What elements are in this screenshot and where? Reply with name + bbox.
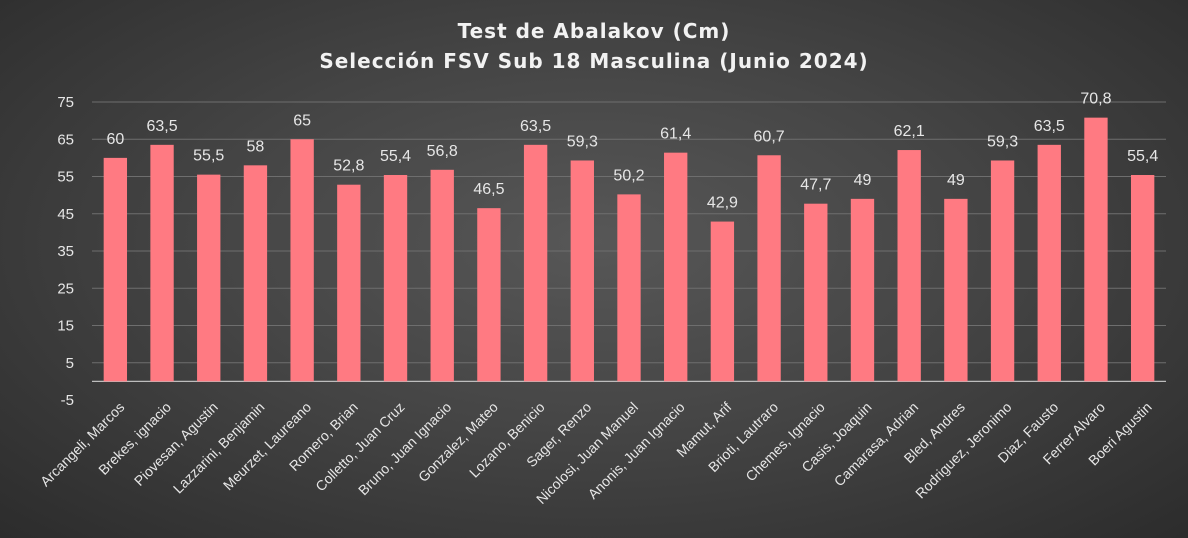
data-label: 70,8 [1080, 91, 1111, 108]
x-category-label: Colletto, Juan Cruz [312, 399, 408, 495]
bar [850, 198, 875, 382]
x-category-label: Chemes, Ignacio [742, 399, 828, 485]
data-label: 59,3 [567, 133, 598, 150]
y-tick-label: 65 [57, 131, 74, 148]
x-category-label: Meurzet, Laureano [220, 399, 315, 494]
data-label: 60 [106, 131, 124, 148]
y-tick-label: 45 [57, 206, 74, 223]
data-label: 50,2 [613, 167, 644, 184]
x-category-label: Camarasa, Adrian [831, 399, 922, 490]
data-labels: 60 63,5 55,5 58 65 52,8 55,4 56,8 46,5 63,5 59,3 50… [106, 91, 1158, 212]
data-label: 63,5 [1034, 118, 1065, 135]
y-axis-ticks: -5 5 15 25 35 45 55 65 75 [57, 94, 74, 409]
bar [523, 144, 548, 382]
x-category-label: Gonzalez, Mateo [415, 399, 501, 485]
x-category-label: Arcangeli, Marcos [37, 399, 128, 490]
bar [103, 157, 128, 382]
data-label: 59,3 [987, 133, 1018, 150]
bar [1037, 144, 1061, 382]
data-label: 61,4 [660, 126, 691, 143]
y-tick-label: 75 [57, 94, 74, 111]
chart-subtitle: Selección FSV Sub 18 Masculina (Junio 20… [319, 49, 868, 73]
bar [664, 152, 688, 382]
y-tick-label: 15 [57, 318, 74, 335]
data-label: 55,4 [380, 148, 411, 165]
bar [804, 203, 828, 382]
bar [197, 174, 221, 382]
y-tick-label: 55 [57, 169, 74, 186]
data-label: 49 [947, 172, 965, 189]
data-label: 55,5 [193, 148, 224, 165]
data-label: 52,8 [333, 158, 364, 175]
data-label: 46,5 [473, 181, 504, 198]
bar [150, 144, 174, 382]
data-label: 63,5 [520, 118, 551, 135]
bar [990, 160, 1015, 382]
bar [430, 169, 454, 382]
data-label: 60,7 [754, 128, 785, 145]
bar [944, 198, 968, 382]
bar [243, 165, 268, 382]
bar [757, 155, 781, 382]
bar [383, 175, 408, 382]
data-label: 63,5 [146, 118, 177, 135]
bar [1130, 175, 1155, 382]
bar [477, 208, 501, 382]
data-label: 49 [854, 172, 872, 189]
data-label: 47,7 [800, 177, 831, 194]
bar [570, 160, 594, 382]
bar [617, 194, 641, 382]
data-label: 42,9 [707, 195, 738, 212]
x-category-label: Piovesan, Agustin [131, 399, 221, 489]
bars [103, 117, 1155, 382]
y-tick-label: 25 [57, 280, 74, 297]
y-tick-label: -5 [61, 392, 74, 409]
data-label: 55,4 [1127, 148, 1158, 165]
data-label: 58 [247, 138, 265, 155]
bar [1084, 117, 1108, 382]
bar [337, 184, 361, 382]
chart-title: Test de Abalakov (Cm) [458, 19, 731, 43]
bar [710, 221, 735, 382]
bar [897, 150, 921, 382]
data-label: 56,8 [427, 143, 458, 160]
y-tick-label: 35 [57, 243, 74, 260]
data-label: 65 [293, 112, 311, 129]
data-label: 62,1 [894, 123, 925, 140]
y-tick-label: 5 [66, 355, 74, 372]
bar [290, 139, 314, 382]
